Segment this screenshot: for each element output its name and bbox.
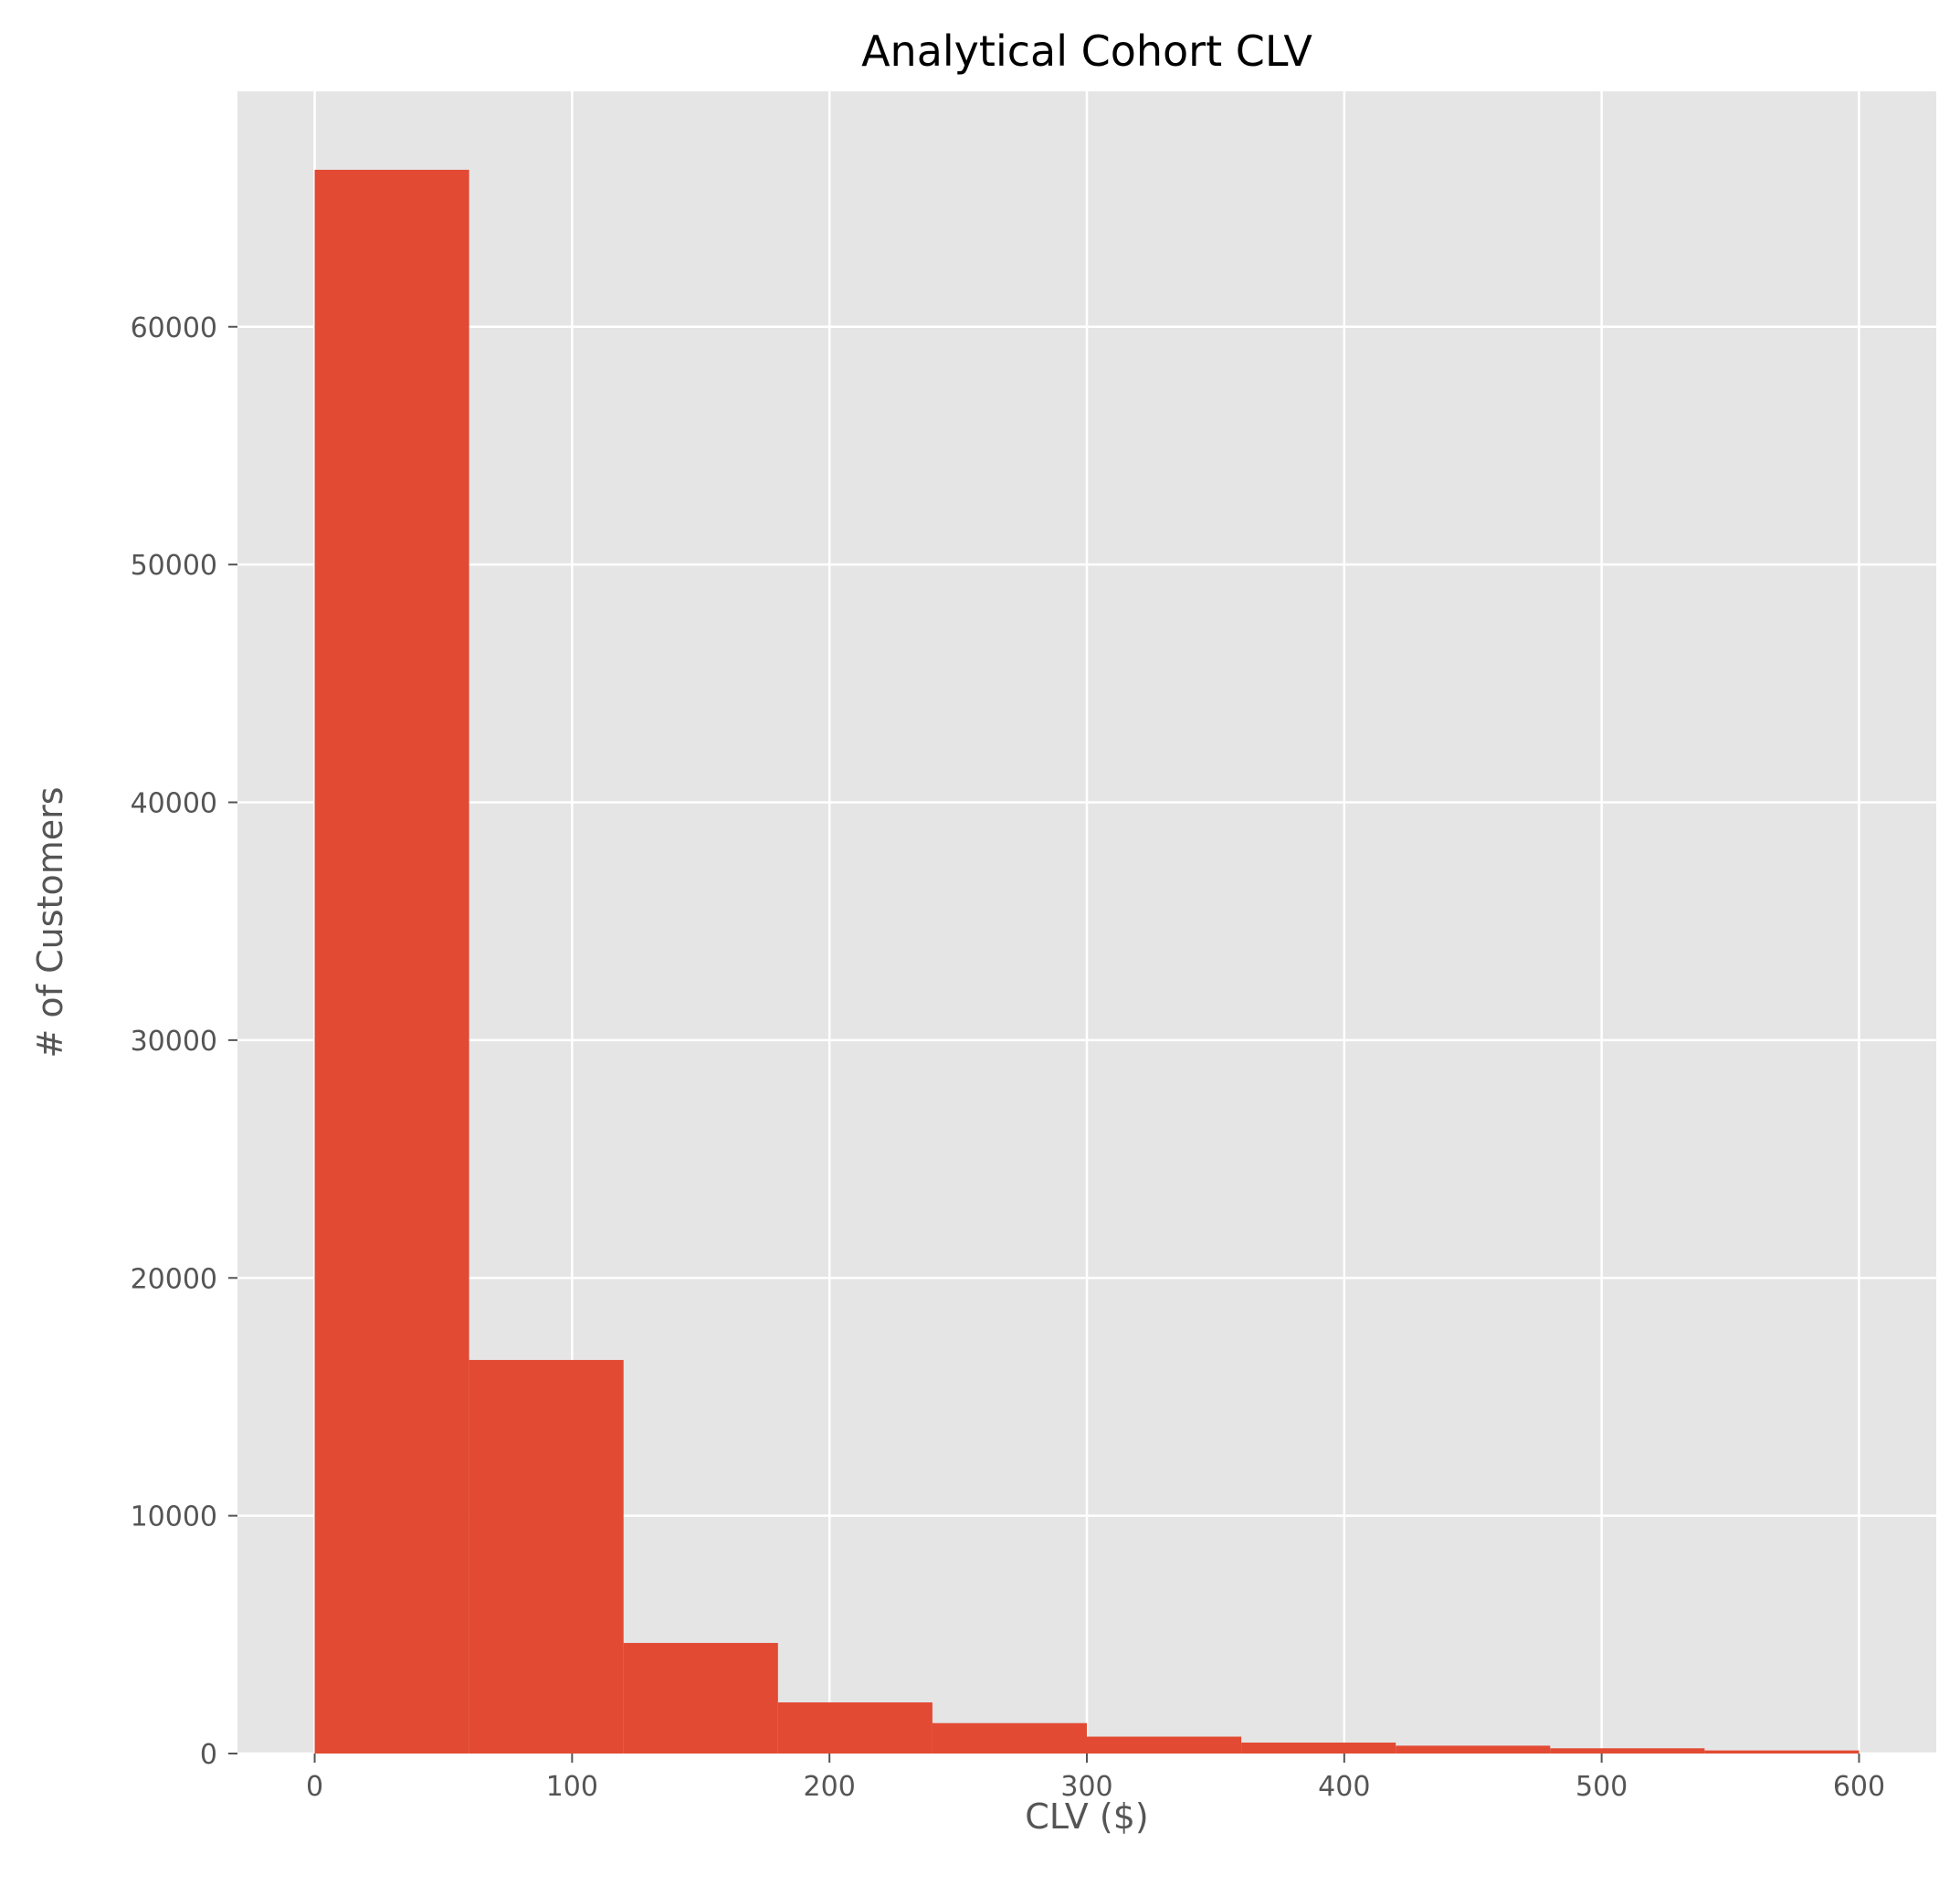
chart-title: Analytical Cohort CLV	[861, 26, 1312, 76]
x-tick-label: 100	[546, 1771, 598, 1803]
x-axis-label: CLV ($)	[1025, 1796, 1148, 1837]
y-tick-label: 0	[200, 1739, 217, 1771]
histogram-bars	[314, 169, 1860, 1754]
histogram-bar	[932, 1722, 1087, 1754]
histogram-bar	[469, 1360, 624, 1754]
histogram-bar	[1241, 1743, 1396, 1754]
y-tick-label: 60000	[131, 312, 217, 344]
x-tick-label: 600	[1833, 1771, 1885, 1803]
x-tick-label: 300	[1060, 1771, 1112, 1803]
y-tick-label: 10000	[131, 1501, 217, 1533]
y-tick-label: 50000	[131, 550, 217, 582]
x-tick-label: 500	[1575, 1771, 1628, 1803]
histogram-bar	[1550, 1748, 1705, 1754]
histogram-bar	[1396, 1745, 1551, 1754]
x-tick-label: 0	[306, 1771, 323, 1803]
y-axis-label: # of Customers	[30, 786, 70, 1058]
x-tick-label: 400	[1318, 1771, 1370, 1803]
y-tick-label: 40000	[131, 788, 217, 820]
axis-ticks: 0 100 200 300 400 500 600 0 10000 20000 30000 40000…	[131, 312, 1886, 1803]
histogram-bar	[314, 169, 469, 1754]
histogram-bar	[623, 1642, 778, 1754]
histogram-bar	[1704, 1750, 1860, 1754]
histogram-bar	[1087, 1736, 1242, 1754]
y-tick-label: 30000	[131, 1026, 217, 1058]
histogram-bar	[777, 1702, 933, 1754]
x-tick-label: 200	[804, 1771, 856, 1803]
y-tick-label: 20000	[131, 1263, 217, 1295]
